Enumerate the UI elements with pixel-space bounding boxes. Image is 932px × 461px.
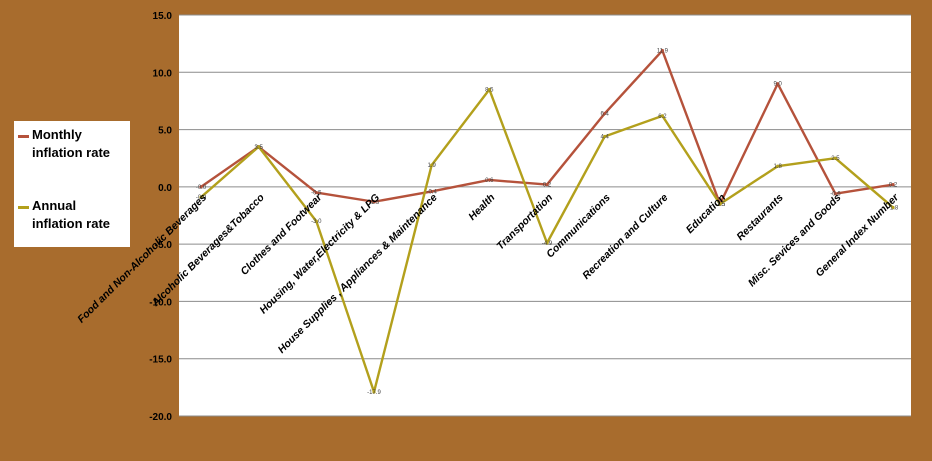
legend-label-monthly: Monthly inflation rate bbox=[32, 127, 111, 160]
data-label: -17.9 bbox=[367, 390, 381, 396]
data-label: -4.9 bbox=[542, 241, 553, 247]
y-tick-label: 0.0 bbox=[158, 183, 172, 194]
data-point bbox=[487, 178, 491, 182]
data-point bbox=[891, 205, 895, 210]
data-point bbox=[372, 390, 376, 394]
data-label: 4.4 bbox=[601, 134, 610, 140]
data-label: 6.2 bbox=[658, 114, 667, 120]
data-label: 0.2 bbox=[889, 183, 898, 189]
data-label: 2.5 bbox=[831, 156, 840, 162]
y-tick-label: 10.0 bbox=[153, 68, 173, 79]
data-point bbox=[833, 156, 837, 160]
data-label: -1.3 bbox=[369, 200, 380, 206]
y-tick-label: -15.0 bbox=[149, 355, 172, 366]
data-point bbox=[776, 82, 780, 86]
data-label: 11.9 bbox=[657, 49, 669, 55]
data-point bbox=[314, 190, 318, 195]
data-point bbox=[660, 48, 664, 53]
data-point bbox=[660, 114, 664, 118]
data-label: 0.2 bbox=[543, 183, 552, 189]
data-label: -0.0 bbox=[196, 185, 207, 191]
data-point bbox=[199, 185, 203, 189]
data-label: 8.5 bbox=[485, 87, 494, 93]
data-point bbox=[718, 202, 722, 206]
data-label: 9.0 bbox=[774, 82, 783, 88]
data-point bbox=[545, 182, 549, 187]
y-tick-label: -20.0 bbox=[149, 412, 172, 423]
legend-label-annual: Annual inflation rate bbox=[32, 198, 111, 231]
data-point bbox=[603, 111, 607, 116]
data-label: -3.0 bbox=[311, 219, 322, 225]
data-point bbox=[430, 163, 434, 167]
data-point bbox=[603, 134, 607, 139]
data-point bbox=[314, 219, 318, 223]
data-label: 0.6 bbox=[485, 178, 494, 184]
data-label: -1.8 bbox=[888, 205, 899, 211]
data-label: -0.6 bbox=[830, 192, 841, 198]
data-point bbox=[545, 241, 549, 245]
y-tick-label: 5.0 bbox=[158, 126, 172, 137]
legend-swatch-monthly bbox=[18, 135, 29, 138]
data-point bbox=[257, 145, 261, 149]
data-point bbox=[487, 87, 491, 92]
data-point bbox=[372, 200, 376, 204]
data-label: -0.4 bbox=[427, 189, 438, 195]
data-label: 1.9 bbox=[428, 163, 437, 169]
data-label: -0.9 bbox=[196, 195, 207, 201]
series-lines: -0.0 3.5 -0.5 -1.3 -0.4 0.6 0.2 6.4 11.9 -1.5 9.0 -… bbox=[196, 49, 899, 396]
data-point bbox=[199, 195, 203, 199]
data-point bbox=[776, 164, 780, 168]
data-point bbox=[891, 182, 895, 187]
y-tick-label: 15.0 bbox=[153, 11, 173, 22]
data-label: 6.4 bbox=[601, 112, 610, 118]
data-label: 3.5 bbox=[254, 145, 263, 151]
data-label: -0.5 bbox=[311, 191, 322, 197]
data-label: -1.5 bbox=[715, 202, 726, 208]
gridlines bbox=[179, 14, 911, 417]
y-tick-label: -10.0 bbox=[149, 297, 172, 308]
plot-area bbox=[179, 15, 911, 416]
legend: Monthly inflation rate Annual inflation … bbox=[14, 121, 130, 247]
legend-swatch-annual bbox=[18, 206, 29, 209]
data-point bbox=[430, 189, 434, 194]
data-point bbox=[833, 192, 837, 196]
data-label: 1.8 bbox=[774, 164, 783, 170]
y-axis-tick-labels: 15.0 10.0 5.0 0.0 -5.0 -10.0 -15.0 -20.0 bbox=[149, 11, 172, 423]
y-tick-label: -5.0 bbox=[155, 240, 173, 251]
